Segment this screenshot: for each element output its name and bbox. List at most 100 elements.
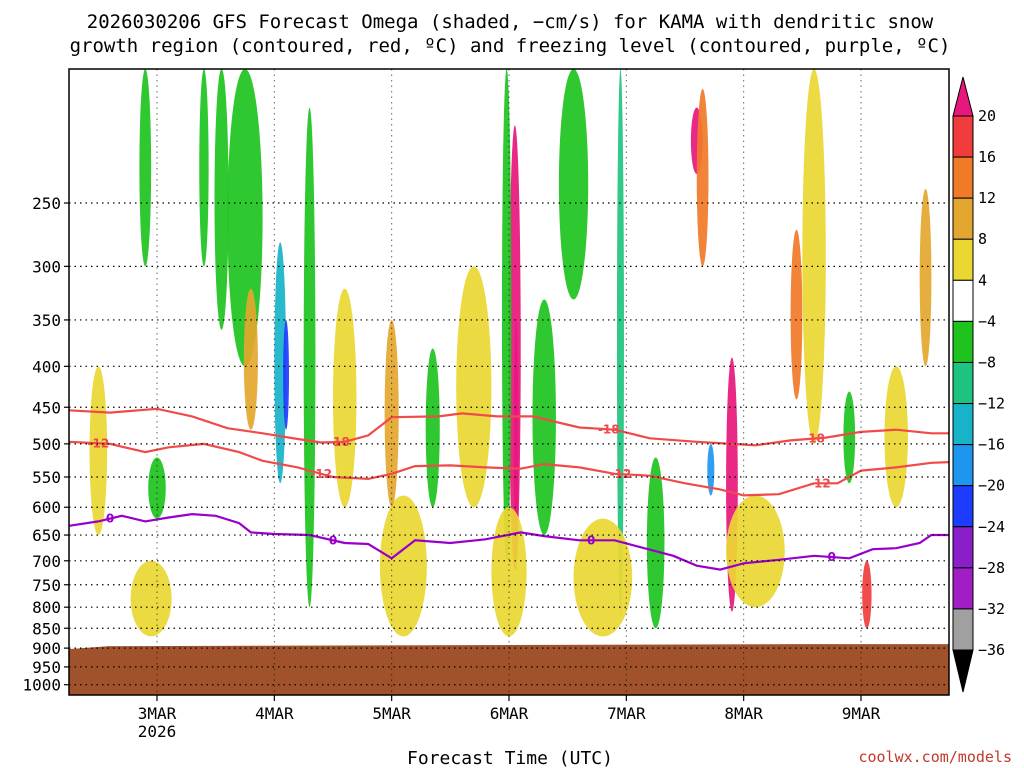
y-tick-label-900: 900 [32, 639, 61, 658]
y-tick-label-700: 700 [32, 552, 61, 571]
contour-label--12C-0: -12 [87, 436, 109, 450]
x-tick-label-3MAR: 3MAR [138, 704, 177, 723]
x-tick-label-5MAR: 5MAR [372, 704, 411, 723]
colorbar-swatch-3 [952, 238, 974, 281]
omega-shade-2 [283, 319, 290, 430]
colorbar-label-10: −24 [978, 518, 1005, 536]
omega-shade-18 [379, 495, 427, 637]
y-tick-label-600: 600 [32, 498, 61, 517]
y-tick-label-650: 650 [32, 526, 61, 545]
colorbar-swatch-5 [952, 320, 974, 363]
omega-shade-33 [843, 391, 856, 484]
colorbar-label-11: −28 [978, 559, 1005, 577]
colorbar-swatch-12 [952, 608, 974, 651]
omega-shade-32 [646, 457, 665, 629]
omega-shade-24 [456, 266, 492, 508]
omega-shade-19 [384, 319, 399, 508]
colorbar-swatch-11 [952, 567, 974, 610]
x-tick-sublabel: 2026 [138, 722, 177, 741]
omega-shade-21 [130, 560, 172, 637]
x-axis-label: Forecast Time (UTC) [407, 748, 613, 768]
colorbar-swatch-4 [952, 279, 974, 322]
contour-label--12C-2: -12 [610, 467, 632, 481]
chart-title-line2: growth region (contoured, red, ºC) and f… [70, 35, 951, 57]
omega-shade-8 [513, 319, 519, 571]
omega-shade-35 [139, 69, 152, 267]
colorbar-swatch-0 [952, 115, 974, 158]
colorbar: 20 16 12 8 4 −4 −8 −12 −16 −20 −24 −28 −32 −36 [952, 76, 1005, 693]
omega-shade-5 [303, 107, 316, 608]
omega-shade-11 [707, 443, 715, 496]
omega-shade-25 [726, 495, 785, 608]
omega-shade-31 [532, 299, 556, 536]
x-tick-label-9MAR: 9MAR [842, 704, 881, 723]
omega-shade-20 [243, 288, 258, 430]
contour-label--18C-0: -18 [328, 435, 350, 449]
contour-0C [69, 512, 949, 571]
y-tick-label-750: 750 [32, 576, 61, 595]
omega-shade-14 [696, 88, 709, 267]
contour-label-0C-3: 0 [827, 550, 835, 564]
omega-shade-3 [227, 69, 263, 367]
y-tick-label-500: 500 [32, 435, 61, 454]
colorbar-label-6: −8 [978, 353, 996, 371]
y-tick-label-1000: 1000 [22, 676, 61, 695]
y-tick-label-400: 400 [32, 357, 61, 376]
contour--12C [69, 440, 949, 497]
omega-shade-28 [89, 366, 108, 536]
colorbar-swatch-2 [952, 197, 974, 240]
y-tick-label-300: 300 [32, 257, 61, 276]
y-tick-label-800: 800 [32, 598, 61, 617]
contour-label-0C-1: 0 [329, 533, 337, 547]
colorbar-label-7: −12 [978, 395, 1005, 413]
contour-label--12C-3: -12 [809, 476, 831, 490]
colorbar-swatch-8 [952, 444, 974, 487]
omega-shade-12 [616, 69, 624, 616]
colorbar-label-1: 16 [978, 148, 996, 166]
colorbar-label-13: −36 [978, 641, 1005, 659]
colorbar-label-3: 8 [978, 230, 987, 248]
omega-shade-1 [274, 242, 287, 484]
colorbar-label-0: 20 [978, 107, 996, 125]
colorbar-label-9: −20 [978, 477, 1005, 495]
y-axis: 2503003504004505005506006507007508008509… [22, 194, 69, 695]
plot-area: -18 -18 -18 -12 -12 -12 -12 0 0 0 0 [69, 69, 949, 695]
omega-shade-15 [790, 229, 803, 400]
gridlines [69, 69, 949, 695]
y-tick-label-850: 850 [32, 619, 61, 638]
colorbar-bottom-arrow [952, 649, 974, 693]
colorbar-label-4: 4 [978, 271, 987, 289]
x-tick-label-7MAR: 7MAR [607, 704, 646, 723]
omega-shade-30 [558, 69, 589, 300]
colorbar-label-12: −32 [978, 600, 1005, 618]
colorbar-label-2: 12 [978, 189, 996, 207]
omega-shade-4 [214, 69, 229, 330]
contour-label-0C-0: 0 [106, 512, 114, 526]
omega-shade-16 [919, 188, 932, 367]
x-tick-label-8MAR: 8MAR [724, 704, 763, 723]
contour-label--18C-1: -18 [598, 422, 620, 436]
y-tick-label-950: 950 [32, 658, 61, 677]
x-tick-label-4MAR: 4MAR [255, 704, 294, 723]
y-tick-label-350: 350 [32, 311, 61, 330]
omega-shade-17 [862, 560, 872, 629]
colorbar-top-arrow [952, 76, 974, 117]
contour-label-0C-2: 0 [587, 533, 595, 547]
colorbar-label-5: −4 [978, 312, 996, 330]
credit-link[interactable]: coolwx.com/models [858, 748, 1012, 766]
omega-shade-26 [802, 69, 826, 444]
omega-shade-27 [884, 366, 908, 508]
contour-label--18C-2: -18 [803, 432, 825, 446]
contour-label--12C-1: -12 [310, 467, 332, 481]
omega-shade-22 [491, 507, 527, 637]
x-tick-label-6MAR: 6MAR [490, 704, 529, 723]
colorbar-label-8: −16 [978, 436, 1005, 454]
y-tick-label-550: 550 [32, 468, 61, 487]
colorbar-swatch-6 [952, 361, 974, 405]
omega-shade-6 [199, 69, 209, 267]
contour--18C [69, 407, 949, 447]
y-tick-label-450: 450 [32, 398, 61, 417]
omega-shade-29 [333, 288, 357, 508]
